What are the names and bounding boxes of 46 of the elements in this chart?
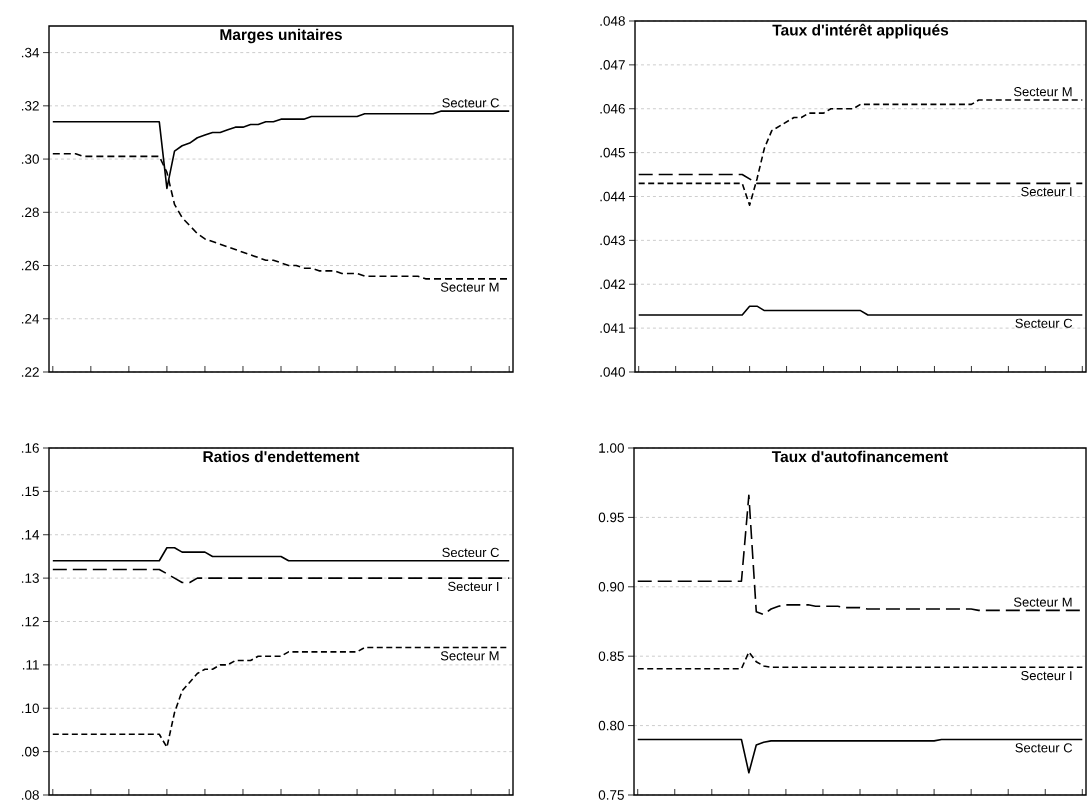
- series-label: Secteur I: [1021, 670, 1072, 681]
- y-tick-label: .30: [21, 154, 39, 164]
- y-tick-label: .32: [21, 101, 39, 111]
- y-tick-label: .15: [21, 486, 39, 497]
- y-tick-label: .10: [21, 703, 39, 713]
- y-tick-label: .08: [21, 790, 39, 800]
- chart-title: Marges unitaires: [220, 28, 342, 44]
- y-tick-label: .14: [21, 530, 40, 540]
- y-tick-label: .045: [600, 147, 625, 158]
- y-tick-label: .09: [21, 746, 39, 757]
- y-tick-label: .047: [600, 60, 625, 70]
- series-label: Secteur C: [1015, 743, 1073, 753]
- y-tick-label: .044: [600, 191, 626, 202]
- chart-title: Ratios d'endettement: [203, 450, 360, 463]
- chart-title: Taux d'autofinancement: [771, 450, 949, 463]
- series-label: Secteur M: [1013, 87, 1072, 97]
- y-tick-label: .040: [600, 367, 625, 377]
- series-label: Secteur C: [442, 98, 499, 108]
- y-tick-label: .13: [21, 573, 39, 583]
- y-tick-label: .34: [21, 47, 40, 58]
- y-tick-label: .16: [21, 443, 39, 453]
- y-tick-label: .041: [600, 323, 625, 333]
- series-label: Secteur I: [1021, 186, 1072, 197]
- y-tick-label: 0.75: [598, 790, 624, 800]
- y-tick-label: 0.90: [598, 581, 624, 592]
- chart-title: Taux d'intérêt appliqués: [772, 23, 949, 39]
- series-label: Secteur M: [1013, 597, 1072, 607]
- y-tick-label: .12: [21, 616, 39, 627]
- y-tick-label: .26: [21, 260, 39, 271]
- y-tick-label: 0.85: [598, 651, 624, 661]
- y-tick-label: .048: [600, 16, 625, 26]
- y-tick-label: .24: [21, 314, 40, 324]
- series-label: Secteur I: [448, 581, 499, 591]
- series-label: Secteur M: [440, 651, 499, 661]
- y-tick-label: .046: [600, 103, 625, 114]
- y-tick-label: 1.00: [599, 443, 624, 453]
- series-label: Secteur M: [440, 282, 499, 292]
- series-label: Secteur C: [1015, 318, 1073, 328]
- y-tick-label: 0.95: [598, 512, 624, 523]
- series-label: Secteur C: [442, 547, 499, 558]
- y-tick-label: .22: [21, 367, 39, 377]
- y-tick-label: .042: [600, 279, 625, 289]
- y-tick-label: .043: [600, 235, 625, 246]
- y-tick-label: .28: [21, 207, 39, 218]
- y-tick-label: 0.80: [598, 720, 624, 731]
- y-tick-label: .11: [22, 660, 39, 670]
